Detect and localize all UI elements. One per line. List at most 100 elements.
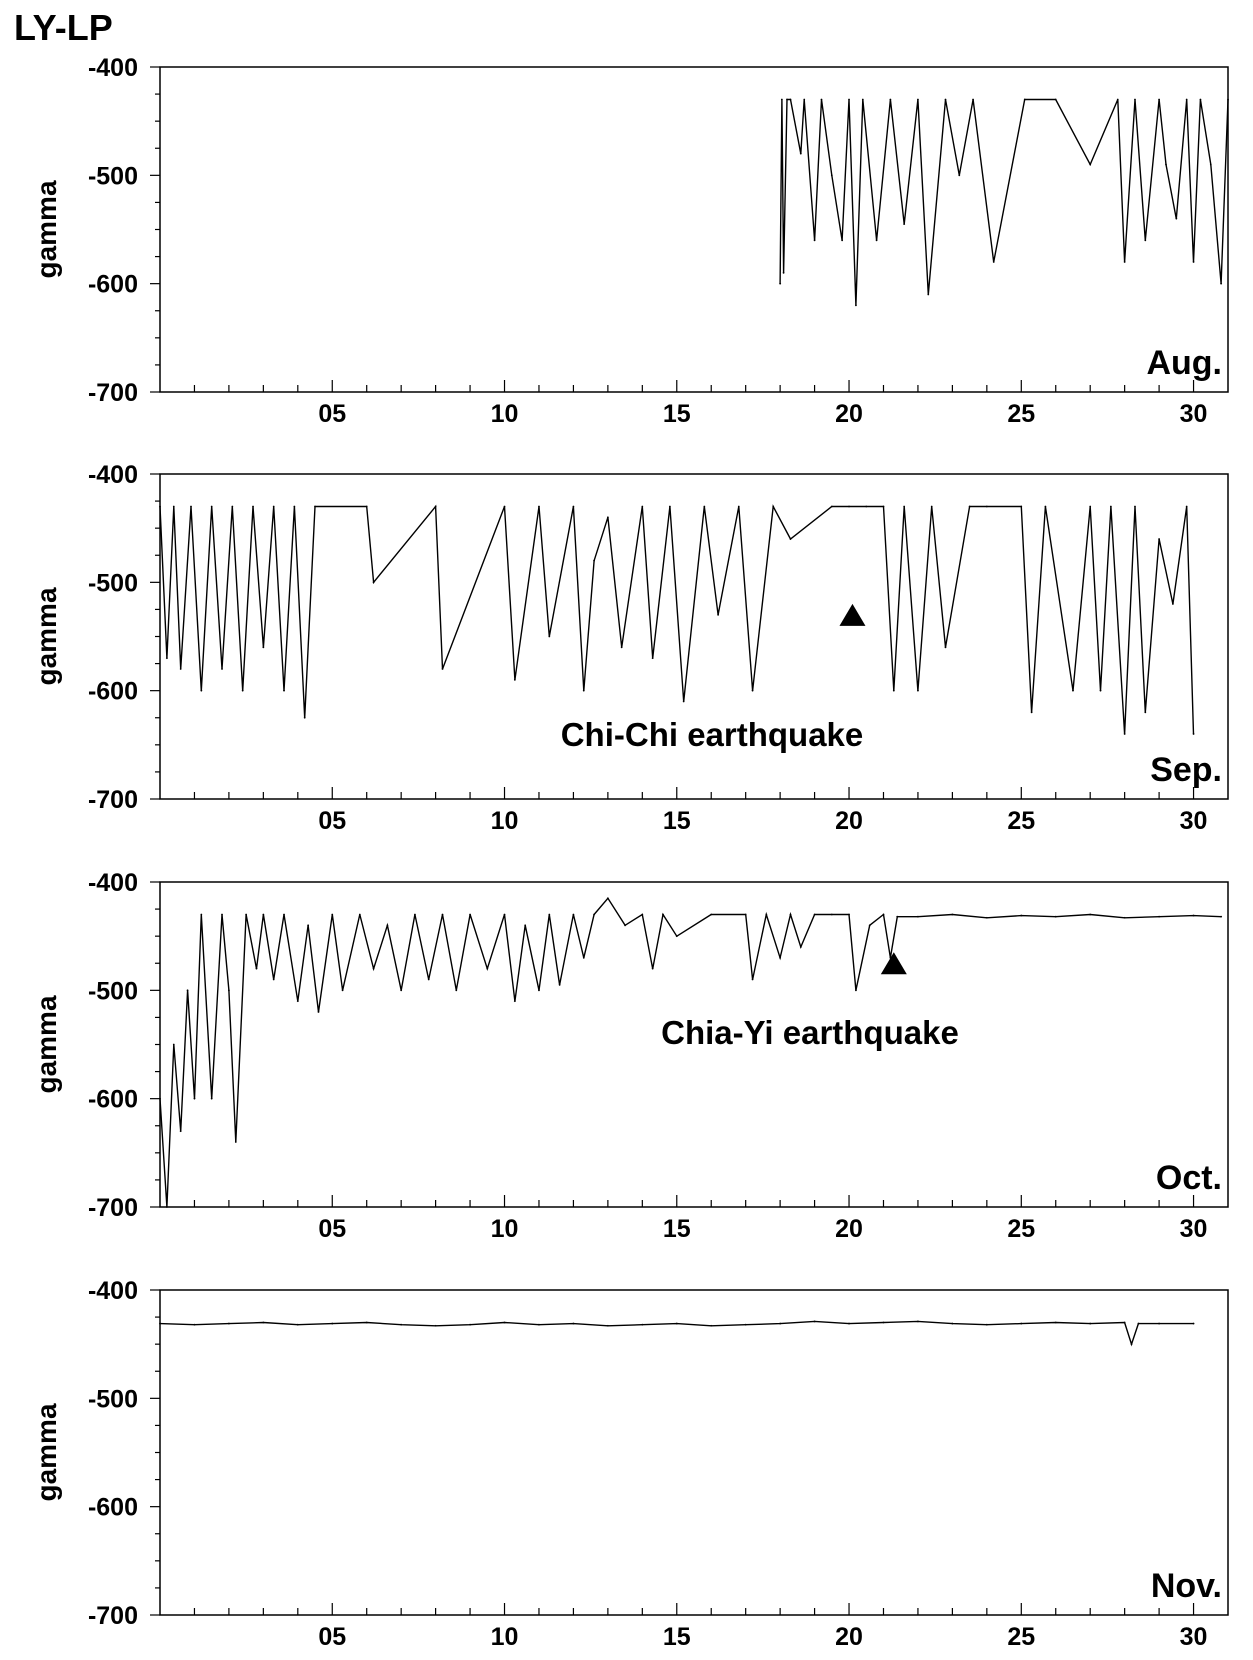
data-point bbox=[1158, 538, 1160, 540]
data-point bbox=[1175, 217, 1178, 220]
data-point bbox=[1123, 916, 1126, 919]
data-point bbox=[1023, 98, 1026, 101]
data-point bbox=[1137, 1322, 1140, 1325]
x-tick-label: 10 bbox=[491, 400, 519, 428]
data-point bbox=[1089, 505, 1092, 508]
x-tick-label: 15 bbox=[663, 1215, 691, 1243]
plot-frame bbox=[159, 66, 1229, 393]
data-point bbox=[779, 956, 782, 959]
data-point bbox=[503, 1321, 506, 1324]
data-point bbox=[861, 98, 864, 101]
data-point bbox=[1089, 163, 1092, 166]
month-label: Oct. bbox=[1156, 1159, 1222, 1197]
x-tick-label: 15 bbox=[663, 400, 691, 428]
data-point bbox=[572, 913, 575, 916]
data-point bbox=[841, 239, 844, 242]
data-point bbox=[855, 989, 857, 992]
x-tick-label: 05 bbox=[318, 1623, 346, 1651]
data-point bbox=[1192, 261, 1195, 263]
data-point bbox=[1130, 1343, 1133, 1346]
data-point bbox=[737, 505, 740, 508]
data-point bbox=[503, 505, 506, 508]
figure-title: LY-LP bbox=[14, 7, 113, 48]
data-point bbox=[779, 1322, 782, 1325]
data-series-line bbox=[779, 98, 1229, 306]
data-point bbox=[799, 946, 802, 948]
chart-panel-3: -400 -500 -600 -700 gamma 05 10 15 20 25 30 Nov. bbox=[31, 1277, 1229, 1651]
data-point bbox=[400, 1323, 403, 1326]
data-point bbox=[241, 689, 244, 692]
data-point bbox=[1227, 98, 1229, 101]
earthquake-annotation: Chia-Yi earthquake bbox=[661, 1014, 959, 1051]
data-point bbox=[782, 271, 785, 274]
data-point bbox=[159, 1097, 161, 1100]
data-point bbox=[503, 913, 506, 916]
data-point bbox=[779, 282, 782, 285]
data-point bbox=[751, 978, 754, 981]
data-point bbox=[548, 913, 551, 916]
y-tick-label: -500 bbox=[88, 1385, 138, 1413]
data-point bbox=[593, 913, 595, 916]
data-point bbox=[317, 1011, 320, 1013]
data-point bbox=[1192, 733, 1195, 735]
data-point bbox=[1192, 914, 1195, 917]
data-point bbox=[255, 967, 258, 970]
data-point bbox=[951, 913, 954, 916]
data-point bbox=[172, 1043, 175, 1046]
x-tick-label: 05 bbox=[318, 400, 346, 428]
data-point bbox=[848, 1322, 850, 1325]
data-point bbox=[917, 98, 919, 101]
data-point bbox=[1158, 915, 1160, 918]
data-point bbox=[927, 293, 930, 296]
data-point bbox=[780, 98, 783, 101]
data-point bbox=[165, 657, 168, 660]
y-tick-label: -700 bbox=[88, 1194, 138, 1222]
data-point bbox=[365, 505, 368, 508]
data-point bbox=[524, 924, 527, 927]
data-point bbox=[820, 98, 823, 101]
x-tick-label: 25 bbox=[1007, 1623, 1035, 1651]
data-point bbox=[868, 924, 871, 927]
data-point bbox=[803, 98, 806, 101]
y-tick-label: -600 bbox=[88, 271, 138, 299]
data-point bbox=[272, 505, 275, 508]
data-point bbox=[1123, 1321, 1126, 1324]
data-point bbox=[765, 913, 768, 916]
data-point bbox=[675, 935, 678, 938]
data-point bbox=[985, 916, 988, 919]
data-point bbox=[772, 505, 775, 508]
earthquake-annotation: Chi-Chi earthquake bbox=[561, 716, 864, 753]
y-tick-label: -600 bbox=[88, 1494, 138, 1522]
data-point bbox=[855, 304, 857, 307]
data-point bbox=[1099, 689, 1102, 692]
y-tick-label: -500 bbox=[88, 162, 138, 190]
data-point bbox=[1089, 1322, 1092, 1325]
data-point bbox=[985, 505, 988, 508]
data-series-line bbox=[159, 504, 1195, 735]
data-point bbox=[903, 223, 906, 225]
data-point bbox=[1185, 505, 1188, 508]
chart-panel-0: -400 -500 -600 -700 gamma 05 10 15 20 25 30 Aug. bbox=[31, 54, 1229, 428]
data-point bbox=[245, 913, 248, 916]
x-tick-label: 05 bbox=[318, 1215, 346, 1243]
data-point bbox=[513, 678, 516, 681]
data-point bbox=[165, 1206, 168, 1208]
data-point bbox=[427, 978, 430, 981]
y-tick-label: -400 bbox=[88, 869, 138, 897]
month-label: Aug. bbox=[1146, 344, 1222, 382]
data-point bbox=[358, 913, 361, 916]
data-point bbox=[307, 924, 310, 927]
data-point bbox=[159, 1322, 161, 1325]
data-point bbox=[1192, 1322, 1195, 1325]
data-point bbox=[651, 967, 654, 970]
data-point bbox=[848, 505, 850, 508]
data-point bbox=[262, 1321, 265, 1324]
data-point bbox=[710, 1324, 713, 1327]
x-tick-label: 30 bbox=[1180, 1215, 1208, 1243]
data-point bbox=[172, 505, 175, 508]
data-point bbox=[331, 913, 334, 916]
data-point bbox=[1158, 1322, 1160, 1325]
data-point bbox=[641, 913, 644, 916]
data-series-line bbox=[159, 897, 1222, 1208]
data-point bbox=[1116, 98, 1119, 101]
